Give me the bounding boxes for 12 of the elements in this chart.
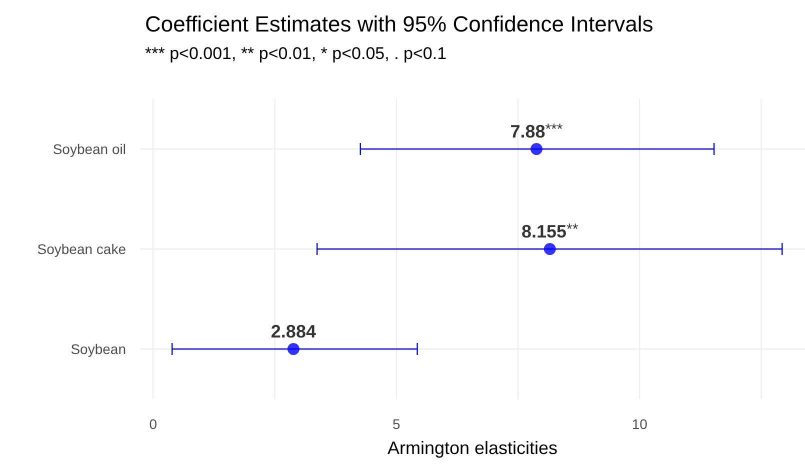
y-tick-label: Soybean cake (37, 241, 126, 257)
chart-subtitle: *** p<0.001, ** p<0.01, * p<0.05, . p<0.1 (145, 44, 447, 63)
x-axis-title: Armington elasticities (387, 438, 558, 458)
data-label: 8.155** (521, 221, 578, 242)
x-tick-label: 0 (149, 416, 158, 432)
data-label: 7.88*** (510, 121, 563, 142)
y-tick-label: Soybean (70, 341, 126, 357)
x-tick-label: 5 (392, 416, 400, 432)
data-label: 2.884 (270, 322, 316, 342)
y-tick-label: Soybean oil (52, 141, 126, 157)
x-tick-label: 10 (632, 416, 648, 432)
chart-title: Coefficient Estimates with 95% Confidence Intervals (145, 12, 654, 36)
